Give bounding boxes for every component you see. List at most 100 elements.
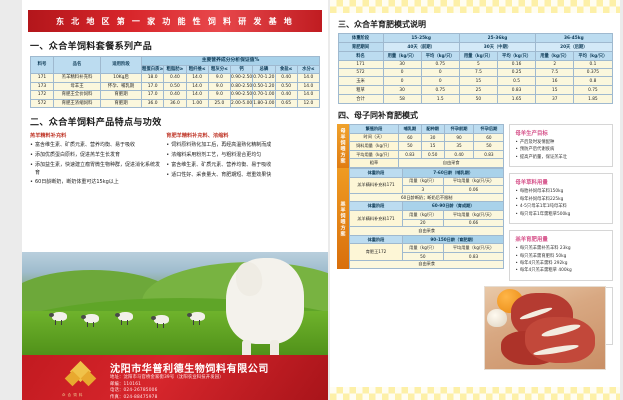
th-mating: 配种期 (420, 124, 445, 134)
cell-value: 50 (473, 141, 505, 151)
table-row: 料名 用量（kg/只） 平均（kg/只） 用量（kg/只） 平均（kg/只） 用… (337, 51, 613, 61)
table-row: 自由采食 (348, 259, 505, 270)
cell-row-label: 时间（天） (349, 132, 399, 143)
header-banner: 东 北 地 区 第 一 家 功 能 性 饲 料 研 发 基 地 (28, 10, 322, 32)
cell-unit-amount: 用量（kg/只） (402, 209, 444, 220)
cell-value: 9.0 (207, 82, 232, 92)
cell-value: 0.83 (473, 149, 505, 160)
info-box-item: 每年4只羔羊需料 292kg (515, 261, 607, 268)
company-phone: 电话：024-26785006 (110, 388, 158, 393)
th-unit: 用量（kg/只） (535, 51, 575, 61)
cell-feed-name: 572 (337, 68, 384, 77)
cell-value: 0.65 (274, 99, 298, 109)
info-box-item: 每只羔羊需育肥料 50kg (515, 254, 607, 261)
th-stage-3: 36-45kg (535, 33, 613, 43)
table-row: 173 母羊王 怀孕、哺乳期 17.0 0.50 14.0 9.0 0.80-2… (30, 82, 321, 92)
cell-value: 36.0 (163, 99, 187, 109)
cell-value: 0.83 (398, 149, 422, 160)
table-row: 羔羊精料补充料171 用量（kg/只） 平均用量（kg/只/天） (349, 176, 505, 194)
info-box-item: 每年4只羔羊需粗草 400kg (515, 268, 607, 275)
cell-value: 30 (382, 85, 422, 95)
features-lamb-column: 羔羊精料补充料 富含维生素、矿质元素、营养均衡、易于吸收 添加优质蛋白原料，促进… (30, 132, 160, 189)
cell-value: 90 (443, 132, 475, 143)
cell-value: 7.5 (458, 68, 498, 77)
th-unit: 平均（kg/只） (496, 51, 537, 61)
cell-value: 0.50-1.20 (252, 82, 276, 92)
info-box-lamb-usage: 羔羊育肥用量 每只羔羊需补羔羊料 23kg 每只羔羊需育肥料 50kg 每年4只… (509, 230, 613, 281)
cell-value: 50 (458, 94, 498, 104)
th-calcium: 钙 (229, 65, 254, 75)
feature-item: 富含维生素、矿质元素、营养均衡、易于吸收 (166, 162, 320, 170)
th-moisture: 水分≤ (296, 65, 321, 75)
th-salt: 食盐≤ (274, 65, 298, 75)
table-row: 时间（天） 60 30 90 60 (349, 132, 505, 143)
th-duration: 育肥期间 (337, 42, 384, 52)
th-name: 品名 (53, 55, 101, 75)
th-stage: 适用阶段 (100, 55, 142, 75)
cell-unit-amount: 用量（kg/只） (402, 176, 444, 187)
cell-value: 25 (458, 85, 498, 95)
cell-value: 60 (398, 132, 422, 143)
cell-value: 5 (458, 60, 498, 69)
table-row: 体重阶段 90-150日龄（育肥期） (349, 234, 505, 245)
cell-stage: 育肥期 (100, 90, 142, 100)
info-box-heading: 母羊草料用量 (515, 180, 548, 187)
company-address: 地址：沈阳市马官桥金家街39号（沈阳农业科技开发园） (110, 375, 224, 380)
cell-value: 0.90-2.50 (229, 73, 254, 83)
ewe-plan-row: 母羊饲喂方案 繁殖阶段 哺乳期 配种期 怀孕前期 怀孕后期 (337, 124, 505, 168)
table-row: 171 30 0.75 5 0.16 2 0.1 (337, 60, 613, 69)
th-unit: 用量（kg/只） (382, 51, 422, 61)
cell-feed-name: 羔羊精料补充料171 (349, 209, 403, 228)
cell-value: 14.0 (185, 73, 209, 83)
company-postcode: 邮编：110161 (110, 381, 142, 387)
cell-value: 2.00-5.00 (229, 99, 254, 109)
th-protein: 粗蛋白质≥ (140, 65, 165, 75)
cell-value: 0.80-2.50 (229, 82, 254, 92)
cell-note: 自由采食 (348, 226, 505, 236)
cell-value: 1.85 (573, 94, 613, 104)
footer-bar: 众 合 饲 料 沈阳市华普利德生物饲料有限公司 地址：沈阳市马官桥金家街39号（… (22, 355, 328, 400)
table-row: 粗草 自由采食 (349, 158, 505, 168)
cell-value: 17.0 (140, 82, 165, 92)
grazing-sheep (115, 312, 133, 325)
cell-value: 0.70-1.20 (252, 73, 276, 83)
section4-tables: 母羊饲喂方案 繁殖阶段 哺乳期 配种期 怀孕前期 怀孕后期 (337, 124, 505, 351)
td-stage-value: 7-60日龄（哺乳期） (401, 167, 505, 178)
cell-value: 16 (535, 76, 575, 86)
table-row: 粗草 30 0.75 25 0.83 15 0.75 (337, 85, 613, 95)
cell-value: 0.16 (496, 60, 537, 69)
cell-value: 2 (535, 60, 575, 69)
cell-stage: 10Kg后 (100, 73, 142, 83)
cell-value: 9.0 (207, 90, 232, 100)
cell-value: 1.00 (185, 99, 209, 109)
td-duration-3: 20天（后期） (535, 42, 613, 52)
company-name: 沈阳市华普利德生物饲料有限公司 (110, 364, 269, 375)
cell-value: 9.0 (207, 73, 232, 83)
cell-value: 1.5 (420, 94, 460, 104)
info-box-item: 每胎补饲母羊料150kg (515, 189, 607, 196)
cell-code: 572 (30, 99, 54, 109)
cell-value: 14.0 (296, 90, 321, 100)
section4-title: 四、母子同补育肥模式 (338, 111, 418, 120)
cell-value: 17.0 (140, 90, 165, 100)
sheep-pasture-photo (22, 252, 328, 357)
cell-value: 0 (420, 76, 460, 86)
table-row: 繁殖阶段 哺乳期 配种期 怀孕前期 怀孕后期 (349, 124, 505, 134)
cell-value: 14.0 (296, 73, 321, 83)
th-late-gestation: 怀孕后期 (473, 124, 505, 134)
cell-row-label: 饲料用量（kg/只） (349, 141, 399, 151)
cell-value: 60 (473, 132, 505, 143)
cell-roughage-value: 自由采食 (397, 158, 505, 168)
cell-value: 0.40 (163, 90, 187, 100)
cell-unit-amount: 用量（kg/只） (402, 243, 444, 253)
cell-roughage-label: 粗草 (349, 158, 399, 168)
cell-avg: 0.66 (442, 218, 505, 228)
table-row-total: 合计 58 1.5 50 1.65 37 1.85 (337, 94, 613, 104)
cell-unit-avg: 平均用量（kg/只/天） (442, 209, 505, 220)
th-unit: 平均（kg/只） (420, 51, 460, 61)
th-code: 料号 (30, 55, 54, 75)
feature-item: 富含维生素、矿质元素、营养均衡、易于吸收 (30, 142, 160, 150)
td-stage-value: 90-150日龄（育肥期） (401, 234, 505, 245)
info-box-item: 预防产后代谢疾病 (515, 147, 607, 154)
th-fat: 粗脂肪≥ (163, 65, 187, 75)
